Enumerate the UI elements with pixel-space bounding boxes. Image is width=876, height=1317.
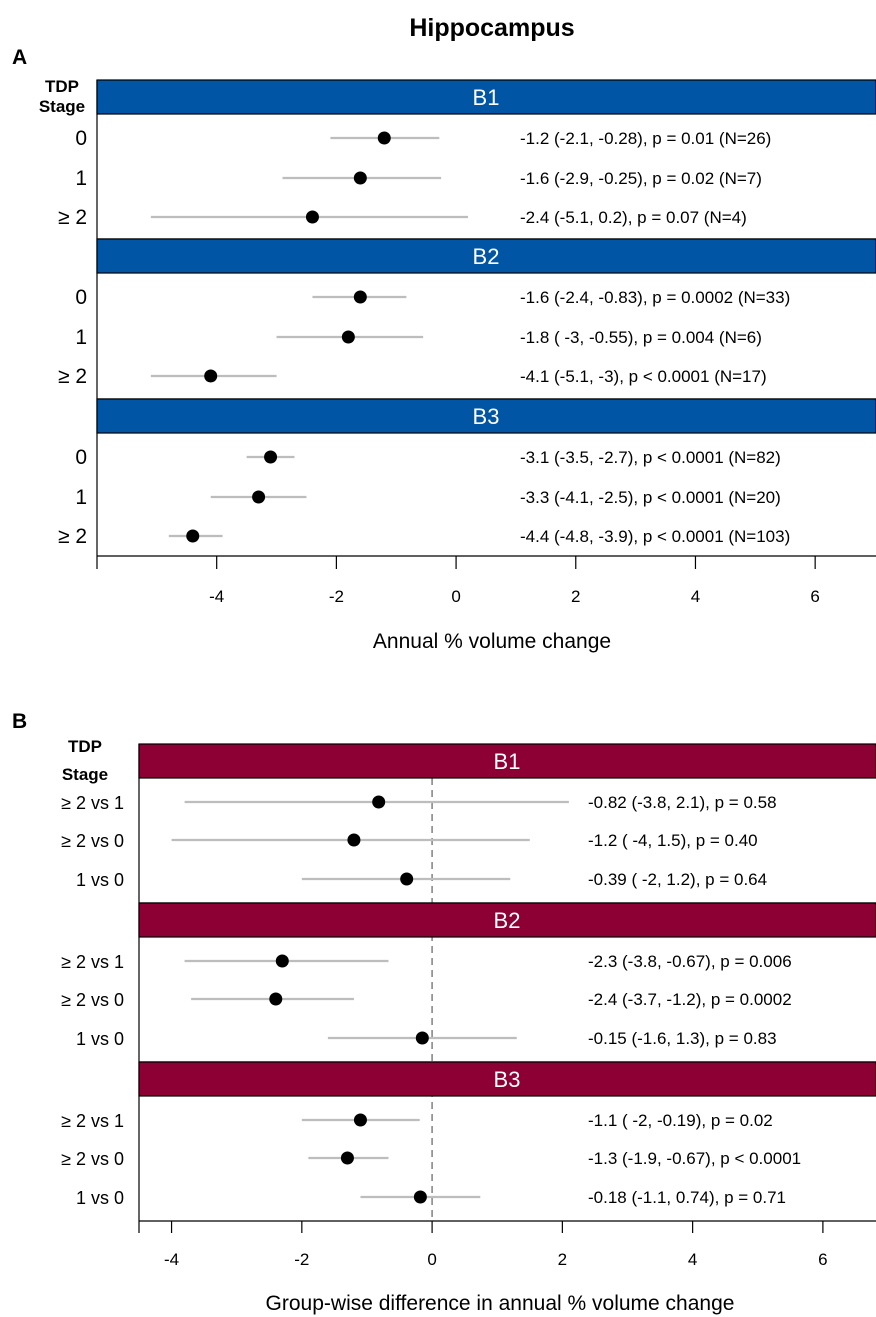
point-estimate: [353, 290, 367, 304]
group-header-line: Stage: [62, 765, 108, 784]
row-label: ≥ 2: [58, 525, 87, 548]
stratum-label: B2: [473, 244, 500, 269]
figure-title: Hippocampus: [409, 14, 574, 42]
x-tick-label: -2: [329, 587, 344, 606]
x-tick-label: 2: [558, 1250, 567, 1269]
group-header-line: Stage: [39, 97, 85, 116]
estimate-text: -1.6 (-2.9, -0.25), p = 0.02 (N=7): [520, 169, 762, 188]
x-tick-label: 0: [427, 1250, 436, 1269]
row-label: 1 vs 0: [76, 1029, 124, 1049]
estimate-text: -1.8 ( -3, -0.55), p = 0.004 (N=6): [520, 328, 762, 347]
estimate-text: -1.6 (-2.4, -0.83), p = 0.0002 (N=33): [520, 288, 790, 307]
estimate-text: -3.3 (-4.1, -2.5), p < 0.0001 (N=20): [520, 488, 781, 507]
row-label: 1 vs 0: [76, 870, 124, 890]
panel-letter: A: [12, 46, 27, 69]
group-header-line: TDP: [45, 77, 79, 96]
point-estimate: [275, 954, 289, 968]
stratum-label: B1: [473, 85, 500, 110]
x-axis-label: Annual % volume change: [373, 630, 611, 653]
point-estimate: [204, 369, 218, 383]
point-estimate: [186, 529, 200, 543]
stratum-strip-b3: [138, 1061, 876, 1097]
point-estimate: [264, 450, 278, 464]
row-label: ≥ 2: [58, 365, 87, 388]
stratum-strip-b1: [96, 79, 876, 115]
estimate-text: -4.1 (-5.1, -3), p < 0.0001 (N=17): [520, 367, 767, 386]
point-estimate: [252, 490, 266, 504]
point-estimate: [400, 872, 414, 886]
row-label: ≥ 2 vs 0: [61, 990, 124, 1010]
row-label: ≥ 2 vs 0: [61, 831, 124, 851]
row-label: ≥ 2 vs 1: [61, 952, 124, 972]
point-estimate: [269, 992, 283, 1006]
group-header-line: TDP: [68, 737, 102, 756]
x-tick-label: -4: [209, 587, 224, 606]
estimate-text: -2.3 (-3.8, -0.67), p = 0.006: [588, 952, 792, 971]
row-label: 0: [75, 127, 87, 150]
estimate-text: -0.82 (-3.8, 2.1), p = 0.58: [588, 793, 777, 812]
estimate-text: -4.4 (-4.8, -3.9), p < 0.0001 (N=103): [520, 527, 790, 546]
point-estimate: [353, 171, 367, 185]
panel-a: A TDP Stage B1 0 -1.2 (-2.1, -0.28), p = 0.01…: [12, 46, 876, 653]
row-label: 1 vs 0: [76, 1188, 124, 1208]
point-estimate: [377, 131, 391, 145]
point-estimate: [305, 210, 319, 224]
point-estimate: [353, 1113, 367, 1127]
point-estimate: [341, 330, 355, 344]
stratum-strip-b2: [138, 902, 876, 938]
x-tick-label: 4: [688, 1250, 697, 1269]
x-tick-label: -2: [294, 1250, 309, 1269]
row-label: ≥ 2 vs 1: [61, 793, 124, 813]
stratum-strip-b3: [96, 398, 876, 434]
stratum-label: B3: [494, 1067, 521, 1092]
panel-b: B TDP Stage B1 ≥ 2 vs 1 -0.82 (-3.8, 2.1), p …: [12, 710, 876, 1315]
row-label: ≥ 2 vs 0: [61, 1149, 124, 1169]
estimate-text: -1.1 ( -2, -0.19), p = 0.02: [588, 1111, 773, 1130]
point-estimate: [415, 1031, 429, 1045]
x-tick-label: 0: [451, 587, 460, 606]
estimate-text: -2.4 (-5.1, 0.2), p = 0.07 (N=4): [520, 208, 747, 227]
panel-letter: B: [12, 710, 27, 733]
stratum-label: B2: [494, 908, 521, 933]
x-tick-label: 6: [810, 587, 819, 606]
stratum-label: B1: [494, 749, 521, 774]
point-estimate: [372, 795, 386, 809]
estimate-text: -1.2 ( -4, 1.5), p = 0.40: [588, 831, 758, 850]
row-label: 0: [75, 446, 87, 469]
estimate-text: -1.3 (-1.9, -0.67), p < 0.0001: [588, 1149, 801, 1168]
estimate-text: -2.4 (-3.7, -1.2), p = 0.0002: [588, 990, 792, 1009]
row-label: 1: [75, 167, 87, 190]
estimate-text: -0.39 ( -2, 1.2), p = 0.64: [588, 870, 767, 889]
group-header: TDP Stage: [39, 77, 85, 116]
group-header: TDP Stage: [62, 737, 108, 784]
row-label: 1: [75, 326, 87, 349]
x-axis-label: Group-wise difference in annual % volume…: [266, 1292, 735, 1315]
estimate-text: -0.15 (-1.6, 1.3), p = 0.83: [588, 1029, 777, 1048]
row-label: ≥ 2: [58, 206, 87, 229]
row-label: 0: [75, 286, 87, 309]
x-tick-label: 4: [691, 587, 700, 606]
stratum-strip-b1: [138, 743, 876, 779]
estimate-text: -0.18 (-1.1, 0.74), p = 0.71: [588, 1188, 786, 1207]
x-tick-label: 6: [818, 1250, 827, 1269]
point-estimate: [340, 1151, 354, 1165]
stratum-strip-b2: [96, 238, 876, 274]
row-label: ≥ 2 vs 1: [61, 1111, 124, 1131]
row-label: 1: [75, 486, 87, 509]
x-tick-label: 2: [571, 587, 580, 606]
estimate-text: -3.1 (-3.5, -2.7), p < 0.0001 (N=82): [520, 448, 781, 467]
estimate-text: -1.2 (-2.1, -0.28), p = 0.01 (N=26): [520, 129, 771, 148]
stratum-label: B3: [473, 404, 500, 429]
point-estimate: [347, 833, 361, 847]
point-estimate: [413, 1190, 427, 1204]
x-tick-label: -4: [164, 1250, 179, 1269]
